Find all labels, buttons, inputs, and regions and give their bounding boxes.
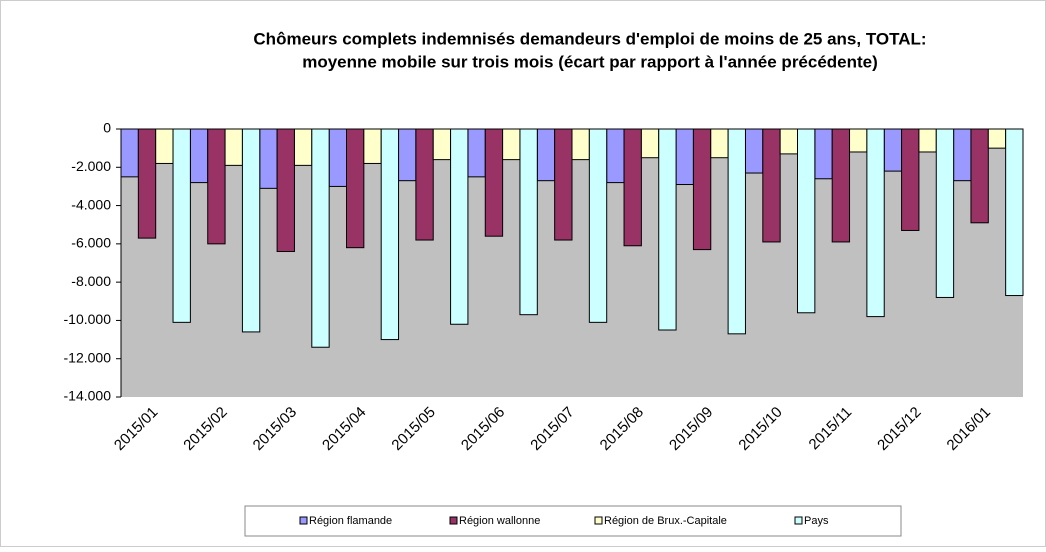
bar bbox=[831, 128, 851, 243]
bar bbox=[328, 128, 347, 187]
bar bbox=[519, 128, 538, 316]
bar bbox=[640, 128, 660, 159]
bar bbox=[554, 128, 573, 241]
bar bbox=[189, 128, 209, 184]
bar bbox=[762, 128, 781, 243]
bar bbox=[675, 128, 694, 186]
bar bbox=[137, 128, 157, 239]
bar bbox=[935, 128, 955, 298]
bar bbox=[536, 128, 556, 182]
legend-label: Pays bbox=[804, 515, 829, 527]
y-tick-label: -10.000 bbox=[64, 311, 112, 327]
bar bbox=[866, 128, 885, 318]
bar bbox=[484, 128, 504, 237]
bar bbox=[346, 128, 365, 249]
bar bbox=[588, 128, 608, 323]
bar bbox=[814, 128, 833, 180]
legend-marker bbox=[449, 516, 458, 525]
legend-label: Région wallonne bbox=[459, 515, 540, 527]
bar bbox=[571, 128, 590, 161]
bar bbox=[606, 128, 625, 184]
bar bbox=[502, 128, 521, 161]
bar bbox=[415, 128, 434, 241]
bar bbox=[797, 128, 816, 314]
bar bbox=[276, 128, 295, 253]
bar bbox=[779, 128, 799, 155]
bar bbox=[259, 128, 278, 189]
bar bbox=[398, 128, 417, 182]
bar bbox=[901, 128, 920, 231]
bar bbox=[207, 128, 226, 245]
y-tick-label: -6.000 bbox=[71, 235, 111, 251]
bar bbox=[380, 128, 400, 341]
y-tick-label: -4.000 bbox=[71, 196, 111, 212]
bar bbox=[241, 128, 261, 333]
legend-box bbox=[244, 505, 902, 537]
bar bbox=[450, 128, 469, 325]
bar bbox=[311, 128, 330, 348]
bar bbox=[224, 128, 243, 166]
legend-label: Région de Brux.-Capitale bbox=[604, 515, 727, 527]
bar bbox=[987, 128, 1007, 149]
bar bbox=[120, 128, 139, 178]
bar bbox=[953, 128, 972, 182]
bar bbox=[623, 128, 642, 247]
bar bbox=[293, 128, 313, 166]
legend-label: Région flamande bbox=[309, 515, 392, 527]
bar bbox=[849, 128, 868, 153]
bar bbox=[363, 128, 382, 164]
bar bbox=[1005, 128, 1024, 297]
bar bbox=[658, 128, 677, 331]
y-tick-label: 0 bbox=[103, 120, 111, 136]
legend-marker bbox=[299, 516, 308, 525]
legend-marker bbox=[794, 516, 803, 525]
bar bbox=[155, 128, 174, 164]
bar bbox=[727, 128, 746, 335]
bar bbox=[710, 128, 729, 159]
chart-title: moyenne mobile sur trois mois (écart par… bbox=[302, 52, 878, 71]
y-tick-label: -2.000 bbox=[71, 158, 111, 174]
bar bbox=[432, 128, 452, 161]
bar bbox=[467, 128, 486, 178]
bar bbox=[692, 128, 712, 251]
bar bbox=[918, 128, 937, 153]
y-tick-label: -14.000 bbox=[64, 388, 112, 404]
bar bbox=[970, 128, 989, 224]
y-tick-label: -8.000 bbox=[71, 273, 111, 289]
chart-title: Chômeurs complets indemnisés demandeurs … bbox=[253, 29, 926, 48]
legend-marker bbox=[594, 516, 603, 525]
y-tick-label: -12.000 bbox=[64, 349, 112, 365]
bar bbox=[172, 128, 191, 323]
bar bbox=[744, 128, 764, 174]
bar bbox=[883, 128, 903, 172]
